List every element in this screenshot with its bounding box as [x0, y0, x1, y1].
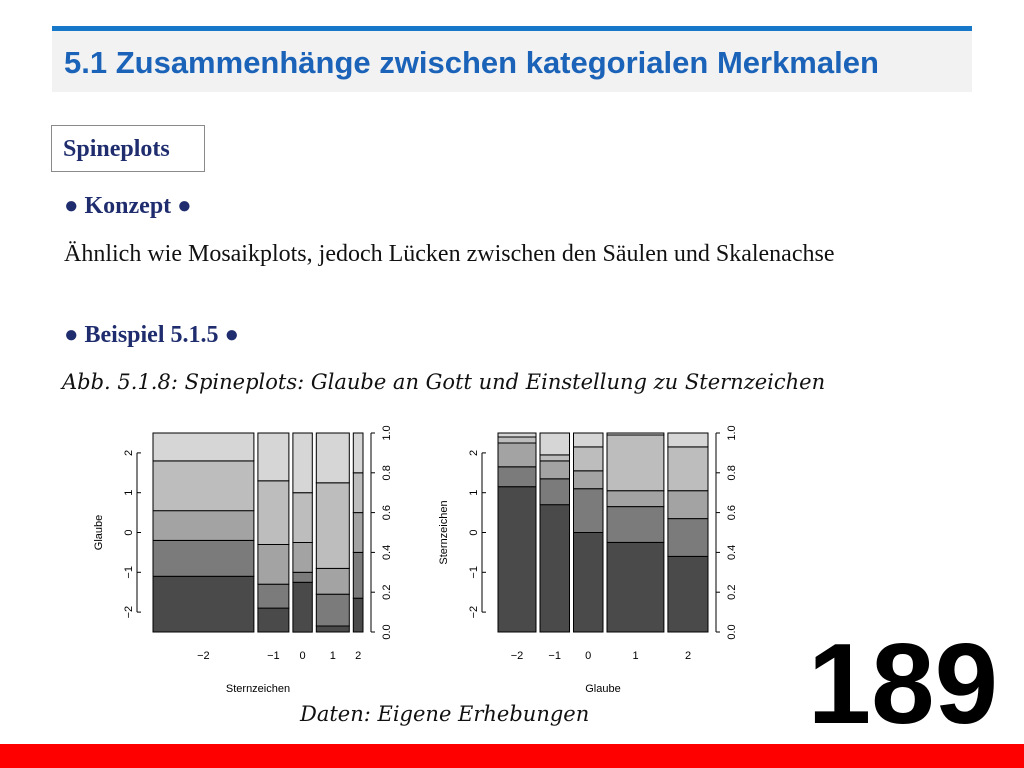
spine-cell-0-4-3: [352, 472, 364, 514]
spine-cell-0-0-1: [152, 540, 255, 577]
x-axis-title-1: Glaube: [585, 683, 620, 695]
spine-cell-0-4-2: [352, 512, 364, 553]
spine-cell-0-2-0: [292, 581, 313, 633]
left-tick-label-0-2: 0: [123, 529, 135, 535]
right-tick-label-1-5: 1.0: [726, 425, 738, 440]
spine-cell-1-2-0: [573, 532, 604, 633]
spine-cell-0-1-1: [257, 583, 290, 609]
spine-cell-1-3-1: [606, 506, 665, 543]
x-category-label-0-1: −1: [267, 650, 280, 662]
left-tick-label-1-4: 2: [468, 450, 480, 456]
x-category-label-0-3: 1: [330, 650, 336, 662]
left-tick-label-1-2: 0: [468, 529, 480, 535]
x-category-label-1-4: 2: [685, 650, 691, 662]
spine-cell-0-2-4: [292, 432, 313, 494]
spine-cell-0-2-3: [292, 492, 313, 543]
concept-heading: ● Konzept ●: [64, 193, 192, 219]
spine-cell-1-3-3: [606, 434, 665, 492]
spine-cell-0-0-3: [152, 460, 255, 512]
spine-cell-1-1-0: [539, 504, 570, 633]
spine-cell-0-0-0: [152, 575, 255, 633]
right-tick-label-1-3: 0.6: [726, 505, 738, 520]
spine-cell-0-3-1: [315, 593, 350, 627]
x-category-label-1-3: 1: [632, 650, 638, 662]
spine-cell-1-4-1: [667, 518, 709, 557]
spine-cell-1-4-3: [667, 446, 709, 492]
spine-cell-0-1-2: [257, 543, 290, 585]
y-axis-title-0: Glaube: [93, 515, 105, 550]
spine-cell-1-2-3: [573, 446, 604, 472]
x-category-label-1-0: −2: [511, 650, 524, 662]
spine-cell-0-3-0: [315, 625, 350, 633]
spine-cell-1-1-1: [539, 478, 570, 506]
x-axis-title-0: Sternzeichen: [226, 683, 290, 695]
title-bar: 5.1 Zusammenhänge zwischen kategorialen …: [52, 26, 972, 92]
spine-cell-0-0-2: [152, 510, 255, 541]
right-tick-label-1-0: 0.0: [726, 624, 738, 639]
spine-cell-0-1-4: [257, 432, 290, 482]
section-label-box: Spineplots: [51, 125, 205, 172]
spine-cell-0-4-4: [352, 432, 364, 474]
spine-cell-1-3-2: [606, 490, 665, 508]
x-category-label-1-1: −1: [548, 650, 561, 662]
x-category-label-0-2: 0: [300, 650, 306, 662]
spine-cell-1-2-4: [573, 432, 604, 448]
spine-cell-1-0-3: [497, 436, 537, 444]
spineplot-glaube-by-sternzeichen: −2 −1 0 1 2 0.0 0.2 0.4 0.6 0.8 1.0 −2 −1 0 1 2 Sternzei…: [93, 425, 393, 695]
right-tick-label-0-3: 0.6: [381, 505, 393, 520]
spine-cell-1-1-4: [539, 432, 570, 456]
spine-cell-0-0-4: [152, 432, 255, 462]
spine-cell-1-3-0: [606, 542, 665, 633]
spine-cell-1-4-2: [667, 490, 709, 520]
right-tick-label-0-5: 1.0: [381, 425, 393, 440]
spine-cell-0-3-2: [315, 567, 350, 595]
right-tick-label-0-1: 0.2: [381, 585, 393, 600]
left-tick-label-0-0: −2: [123, 606, 135, 619]
right-tick-label-0-0: 0.0: [381, 624, 393, 639]
spine-cell-0-1-0: [257, 607, 290, 633]
figure-source: Daten: Eigene Erhebungen: [300, 702, 590, 726]
page-number: 189: [807, 621, 998, 748]
x-category-label-0-0: −2: [197, 650, 210, 662]
left-tick-label-0-4: 2: [123, 450, 135, 456]
bottom-accent-bar: [0, 744, 1024, 768]
spine-cell-0-4-1: [352, 551, 364, 599]
spine-cell-1-2-2: [573, 470, 604, 490]
left-tick-label-0-3: 1: [123, 490, 135, 496]
left-tick-label-1-1: −1: [468, 566, 480, 579]
right-tick-label-1-4: 0.8: [726, 465, 738, 480]
spine-cell-0-2-1: [292, 571, 313, 583]
spine-cell-1-0-4: [497, 432, 537, 438]
page-title: 5.1 Zusammenhänge zwischen kategorialen …: [64, 45, 879, 80]
spine-cell-0-4-0: [352, 597, 364, 633]
section-label: Spineplots: [63, 136, 170, 162]
right-tick-label-0-2: 0.4: [381, 545, 393, 560]
example-heading: ● Beispiel 5.1.5 ●: [64, 322, 239, 348]
spine-cell-1-1-2: [539, 460, 570, 480]
spineplot-sternzeichen-by-glaube: −2 −1 0 1 2 0.0 0.2 0.4 0.6 0.8 1.0 −2 −1 0 1 2 Glaube St…: [438, 425, 738, 695]
y-axis-title-1: Sternzeichen: [438, 500, 450, 564]
x-category-label-1-2: 0: [585, 650, 591, 662]
spine-cell-0-3-3: [315, 482, 350, 569]
concept-text: Ähnlich wie Mosaikplots, jedoch Lücken z…: [64, 241, 835, 267]
spine-cell-1-2-1: [573, 488, 604, 533]
spine-cell-1-0-2: [497, 442, 537, 468]
spine-cell-1-4-0: [667, 555, 709, 633]
left-tick-label-1-3: 1: [468, 490, 480, 496]
spine-cell-0-1-3: [257, 480, 290, 545]
right-tick-label-0-4: 0.8: [381, 465, 393, 480]
left-tick-label-0-1: −1: [123, 566, 135, 579]
spine-cell-1-1-3: [539, 454, 570, 462]
right-tick-label-1-2: 0.4: [726, 545, 738, 560]
spine-cell-1-3-4: [606, 432, 665, 436]
left-tick-label-1-0: −2: [468, 606, 480, 619]
spine-cell-0-2-2: [292, 542, 313, 573]
x-category-label-0-4: 2: [355, 650, 361, 662]
spine-cell-0-3-4: [315, 432, 350, 484]
figure-caption: Abb. 5.1.8: Spineplots: Glaube an Gott u…: [62, 370, 826, 394]
spine-cell-1-0-0: [497, 486, 537, 633]
spine-cell-1-4-4: [667, 432, 709, 448]
spine-cell-1-0-1: [497, 466, 537, 488]
right-tick-label-1-1: 0.2: [726, 585, 738, 600]
